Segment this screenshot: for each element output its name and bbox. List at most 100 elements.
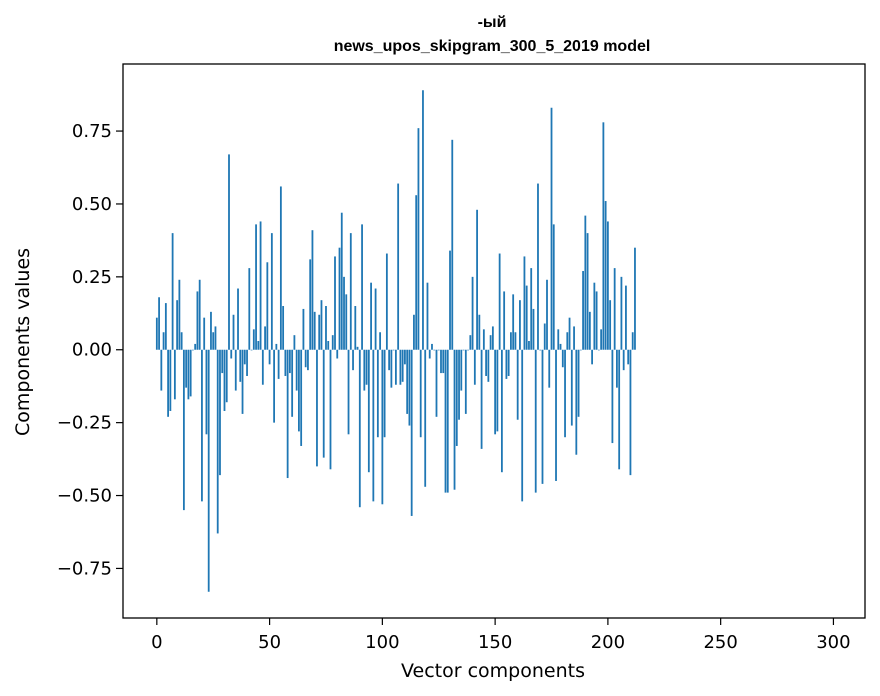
bar xyxy=(476,209,478,350)
bar xyxy=(528,341,530,350)
bar xyxy=(176,300,179,350)
bar xyxy=(550,107,553,350)
bar xyxy=(503,291,506,350)
bar xyxy=(597,349,600,351)
bar xyxy=(419,349,422,438)
x-tick-label: 200 xyxy=(591,632,625,653)
bar xyxy=(189,349,192,397)
bar xyxy=(437,349,440,351)
bar xyxy=(487,349,490,382)
bar xyxy=(318,314,321,350)
y-tick-label: 0.75 xyxy=(72,121,112,142)
bar xyxy=(591,349,593,365)
bar xyxy=(234,349,237,391)
bar xyxy=(158,297,160,350)
bar xyxy=(302,308,305,350)
bar xyxy=(399,349,402,385)
bar xyxy=(286,349,289,479)
bar xyxy=(557,329,560,350)
bar xyxy=(388,349,391,371)
bar xyxy=(198,279,201,350)
bar xyxy=(243,349,246,365)
bar xyxy=(622,349,625,371)
bar xyxy=(471,276,474,350)
bar xyxy=(570,349,573,426)
bar xyxy=(201,349,203,502)
bar xyxy=(381,349,384,505)
bar xyxy=(304,349,307,368)
bar xyxy=(228,154,230,350)
bar xyxy=(537,183,539,350)
bar xyxy=(178,279,181,350)
bar xyxy=(214,326,217,350)
bar xyxy=(625,285,627,350)
bar xyxy=(239,349,242,382)
bar xyxy=(451,139,454,350)
bar xyxy=(340,212,343,350)
bar xyxy=(248,268,251,350)
y-tick-label: 0.25 xyxy=(72,267,112,288)
bar xyxy=(237,288,239,350)
bar xyxy=(559,343,562,350)
bar xyxy=(600,329,603,350)
bar xyxy=(507,349,510,376)
bar xyxy=(512,294,515,350)
bar xyxy=(521,349,524,502)
bar xyxy=(167,349,169,417)
bar xyxy=(485,349,487,376)
bar xyxy=(480,349,483,449)
bar xyxy=(406,349,409,414)
bar xyxy=(634,247,636,350)
bar xyxy=(268,349,271,365)
bar xyxy=(288,349,291,374)
bar xyxy=(602,122,605,350)
bar xyxy=(394,349,397,385)
bar xyxy=(383,349,386,438)
bar xyxy=(561,349,564,368)
bar xyxy=(221,349,224,374)
bar xyxy=(453,349,456,490)
bar xyxy=(505,349,508,379)
bar xyxy=(343,276,345,350)
y-tick-label: 0.00 xyxy=(72,340,112,361)
bar xyxy=(433,349,436,351)
bar xyxy=(586,233,589,350)
bar xyxy=(219,349,221,476)
bar xyxy=(230,349,233,359)
bar xyxy=(616,349,618,388)
bar xyxy=(431,343,433,350)
bar xyxy=(595,291,598,350)
bar xyxy=(162,332,165,350)
bar xyxy=(566,332,569,350)
bar xyxy=(467,349,469,351)
bar xyxy=(588,311,591,350)
bar xyxy=(246,349,248,376)
bar xyxy=(307,349,309,371)
bar xyxy=(582,271,584,350)
bar xyxy=(354,306,357,350)
bar xyxy=(573,326,575,350)
bar xyxy=(185,349,188,388)
bar xyxy=(543,323,546,350)
bar xyxy=(282,306,285,350)
bar xyxy=(523,256,526,350)
x-tick-label: 300 xyxy=(816,632,850,653)
bar xyxy=(361,224,363,350)
x-tick-label: 250 xyxy=(703,632,737,653)
bar xyxy=(203,317,206,350)
bar xyxy=(444,349,447,493)
bar xyxy=(627,349,630,365)
bar xyxy=(555,349,557,481)
bar xyxy=(345,294,348,350)
bar xyxy=(500,349,503,473)
bar xyxy=(225,349,228,403)
bar xyxy=(298,349,300,432)
bar xyxy=(277,349,280,379)
bar xyxy=(379,332,381,350)
bar xyxy=(160,349,163,391)
bar xyxy=(410,349,413,516)
bar xyxy=(620,276,623,350)
bar xyxy=(440,349,442,374)
bar xyxy=(385,253,388,350)
bar xyxy=(182,349,185,511)
